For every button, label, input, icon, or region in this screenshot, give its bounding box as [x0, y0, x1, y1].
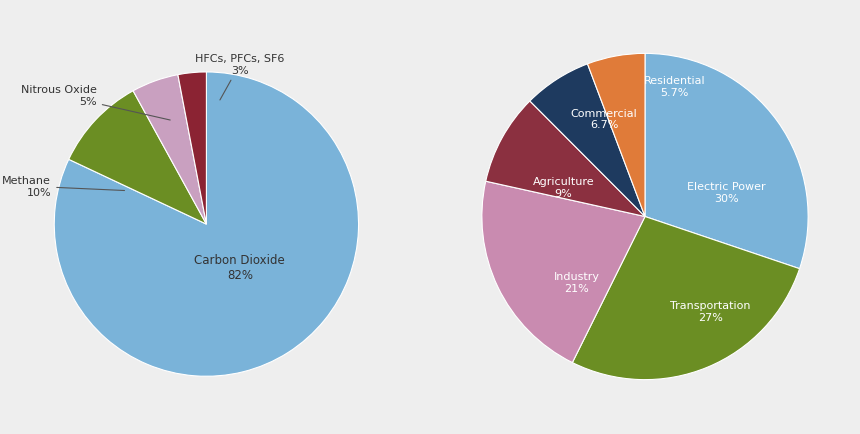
Wedge shape	[178, 73, 206, 224]
Wedge shape	[573, 217, 800, 380]
Text: Electric Power
30%: Electric Power 30%	[687, 182, 766, 204]
Wedge shape	[69, 92, 206, 224]
Text: HFCs, PFCs, SF6
3%: HFCs, PFCs, SF6 3%	[195, 54, 285, 101]
Wedge shape	[54, 73, 359, 376]
Wedge shape	[587, 54, 645, 217]
Wedge shape	[645, 54, 808, 269]
Wedge shape	[530, 65, 645, 217]
Text: Industry
21%: Industry 21%	[554, 271, 599, 293]
Wedge shape	[486, 102, 645, 217]
Text: Commercial
6.7%: Commercial 6.7%	[571, 108, 637, 130]
Text: Nitrous Oxide
5%: Nitrous Oxide 5%	[21, 85, 170, 121]
Text: Carbon Dioxide
82%: Carbon Dioxide 82%	[194, 253, 286, 281]
Text: Transportation
27%: Transportation 27%	[670, 301, 751, 322]
Text: Agriculture
9%: Agriculture 9%	[532, 177, 594, 198]
Text: Residential
5.7%: Residential 5.7%	[643, 76, 705, 98]
Text: Methane
10%: Methane 10%	[3, 176, 125, 197]
Wedge shape	[133, 76, 206, 224]
Wedge shape	[482, 182, 645, 363]
